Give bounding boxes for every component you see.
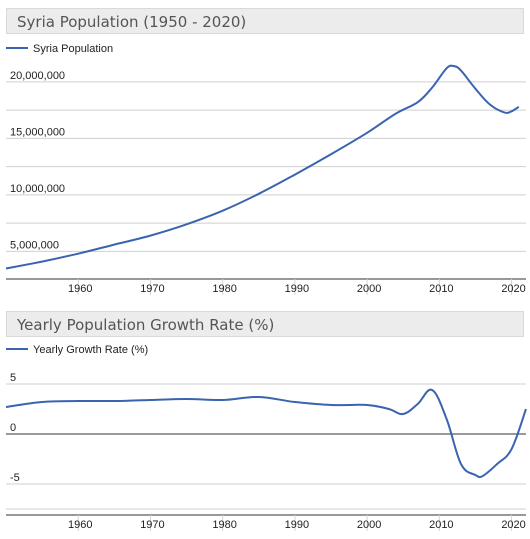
y-tick-label: 5 (10, 372, 16, 384)
data-point (482, 475, 484, 477)
growth-chart-title: Yearly Population Growth Rate (%) (6, 311, 524, 337)
data-point (77, 400, 79, 402)
x-tick-label: 1960 (68, 283, 92, 295)
x-tick-label: 1980 (212, 519, 236, 531)
data-point (417, 101, 419, 103)
x-tick-label: 2020 (501, 519, 525, 531)
population-chart-title: Syria Population (1950 - 2020) (6, 8, 524, 34)
data-point (395, 113, 397, 115)
data-point (5, 267, 7, 269)
population-chart: Syria Population 5,000,000 10,000,000 15,00… (5, 43, 526, 295)
data-point (366, 404, 368, 406)
data-point (41, 261, 43, 263)
data-point (149, 235, 151, 237)
data-point (460, 463, 462, 465)
data-point (330, 404, 332, 406)
data-point (186, 223, 188, 225)
data-point (149, 399, 151, 401)
population-chart-panel: Syria Population (1950 - 2020) Syria Pop… (5, 8, 526, 298)
data-point (77, 253, 79, 255)
data-point (294, 401, 296, 403)
data-point (258, 396, 260, 398)
growth-chart-panel: Yearly Population Growth Rate (%) Yearly… (5, 311, 527, 539)
x-tick-label: 2010 (429, 519, 453, 531)
x-tick-label: 1970 (140, 519, 164, 531)
data-point (330, 153, 332, 155)
data-point (402, 413, 404, 415)
data-point (113, 400, 115, 402)
data-point (511, 448, 513, 450)
legend-label: Syria Population (33, 43, 113, 55)
y-tick-label: 15,000,000 (10, 126, 65, 138)
data-point (460, 70, 462, 72)
y-tick-label: 20,000,000 (10, 70, 65, 82)
x-tick-label: 2010 (429, 283, 453, 295)
legend-label: Yearly Growth Rate (%) (33, 344, 148, 356)
x-tick-label: 1970 (140, 283, 164, 295)
data-point (258, 193, 260, 195)
y-tick-label: 10,000,000 (10, 183, 65, 195)
data-point (113, 244, 115, 246)
data-point (474, 474, 476, 476)
data-point (366, 132, 368, 134)
data-point (511, 110, 513, 112)
data-point (222, 210, 224, 212)
data-point (474, 88, 476, 90)
data-point (222, 399, 224, 401)
data-point (496, 463, 498, 465)
x-tick-label: 1990 (285, 519, 309, 531)
data-point (446, 67, 448, 69)
y-tick-label: 0 (10, 422, 16, 434)
y-tick-label: -5 (10, 472, 20, 484)
data-point (186, 398, 188, 400)
data-point (518, 106, 520, 108)
data-point (503, 111, 505, 113)
data-point (453, 65, 455, 67)
data-point (489, 104, 491, 106)
x-tick-label: 2020 (501, 283, 525, 295)
series-line (5, 64, 520, 270)
series-line (5, 388, 527, 479)
data-point (431, 87, 433, 89)
y-tick-label: 5,000,000 (10, 239, 59, 251)
x-tick-label: 1990 (285, 283, 309, 295)
x-tick-label: 1960 (68, 519, 92, 531)
data-point (525, 408, 527, 410)
data-point (417, 403, 419, 405)
data-point (294, 174, 296, 176)
data-point (41, 401, 43, 403)
x-tick-label: 2000 (357, 283, 381, 295)
data-point (446, 418, 448, 420)
data-point (5, 406, 7, 408)
data-point (431, 389, 433, 391)
x-tick-label: 1980 (212, 283, 236, 295)
data-point (388, 408, 390, 410)
growth-chart: Yearly Growth Rate (%) 5 0 -5 1960 1970 1980 19… (5, 344, 527, 531)
x-tick-label: 2000 (357, 519, 381, 531)
